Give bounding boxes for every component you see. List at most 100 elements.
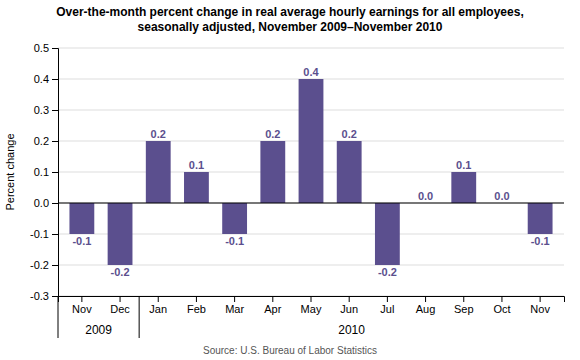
x-tick: Mar bbox=[225, 296, 244, 315]
bar bbox=[528, 203, 553, 234]
bars bbox=[69, 79, 552, 265]
y-tick: 0.4 bbox=[34, 73, 58, 85]
data-label: -0.1 bbox=[531, 235, 550, 247]
x-tick-label: Nov bbox=[530, 303, 550, 315]
y-tick: -0.2 bbox=[30, 259, 58, 271]
y-tick-label: 0.5 bbox=[34, 42, 49, 54]
x-tick: Dec bbox=[110, 296, 130, 315]
x-tick-label: May bbox=[301, 303, 322, 315]
year-label: 2009 bbox=[85, 323, 112, 337]
x-tick-mark bbox=[158, 296, 159, 302]
x-tick-mark bbox=[540, 296, 541, 302]
source: Source: U.S. Bureau of Labor Statistics bbox=[203, 345, 377, 356]
x-tick: Oct bbox=[493, 296, 510, 315]
y-tick-mark bbox=[52, 203, 58, 204]
y-tick-label: 0.4 bbox=[34, 73, 49, 85]
x-tick-mark bbox=[196, 296, 197, 302]
bar bbox=[260, 141, 285, 203]
year-groups: 2009 2010 bbox=[58, 296, 365, 338]
grid-line bbox=[58, 48, 564, 49]
y-axis: -0.3 -0.2 -0.1 0.0 0.1 0.2 0.3 0.4 0.5 bbox=[30, 42, 58, 302]
x-tick-label: Mar bbox=[225, 303, 244, 315]
y-axis-title: Percent change bbox=[4, 133, 16, 210]
y-tick: -0.3 bbox=[30, 290, 58, 302]
data-label: 0.2 bbox=[265, 128, 280, 140]
x-tick: Nov bbox=[530, 296, 550, 315]
bar bbox=[337, 141, 362, 203]
y-tick: 0.1 bbox=[34, 166, 58, 178]
x-tick-label: Jun bbox=[340, 303, 358, 315]
data-label: 0.0 bbox=[418, 190, 433, 202]
y-tick-label: 0.0 bbox=[34, 197, 49, 209]
chart: Over-the-month percent change in real av… bbox=[0, 0, 580, 360]
y-tick: 0.5 bbox=[34, 42, 58, 54]
y-axis-line bbox=[52, 49, 59, 297]
x-tick-label: Jan bbox=[149, 303, 167, 315]
x-tick: Jun bbox=[340, 296, 358, 315]
bar bbox=[108, 203, 133, 265]
x-axis-line bbox=[59, 297, 565, 303]
bar bbox=[184, 172, 209, 203]
x-tick-mark bbox=[272, 296, 273, 302]
x-tick: Sep bbox=[454, 296, 474, 315]
y-tick-mark bbox=[52, 172, 58, 173]
x-tick-label: Feb bbox=[187, 303, 206, 315]
x-tick: Apr bbox=[264, 296, 281, 315]
data-label: 0.4 bbox=[303, 66, 319, 78]
grid-line bbox=[58, 203, 564, 204]
bar bbox=[222, 203, 247, 234]
x-tick: May bbox=[301, 296, 322, 315]
x-tick-mark bbox=[463, 296, 464, 302]
x-tick-mark bbox=[387, 296, 388, 302]
bar bbox=[375, 203, 400, 265]
x-tick-mark bbox=[120, 296, 121, 302]
x-tick-label: Jul bbox=[380, 303, 394, 315]
y-tick-mark bbox=[52, 110, 58, 111]
bar bbox=[451, 172, 476, 203]
x-tick-mark bbox=[425, 296, 426, 302]
y-tick: 0.2 bbox=[34, 135, 58, 147]
plot: -0.3 -0.2 -0.1 0.0 0.1 0.2 0.3 0.4 0.5 Nov Dec Jan F… bbox=[30, 42, 564, 338]
data-label: -0.1 bbox=[72, 235, 91, 247]
zero-line bbox=[58, 203, 564, 204]
group-separator bbox=[139, 296, 140, 338]
x-tick-label: Sep bbox=[454, 303, 474, 315]
y-tick-mark bbox=[52, 296, 58, 297]
data-label: -0.1 bbox=[225, 235, 244, 247]
grid-line bbox=[58, 265, 564, 266]
y-tick-label: 0.1 bbox=[34, 166, 49, 178]
x-axis: Nov Dec Jan Feb Mar Apr May Jun Jul Aug Sep Oct Nov bbox=[59, 296, 565, 315]
x-tick: Nov bbox=[72, 296, 92, 315]
x-tick-label: Dec bbox=[110, 303, 130, 315]
y-tick: -0.1 bbox=[30, 228, 58, 240]
data-label: -0.2 bbox=[111, 266, 130, 278]
y-tick-label: -0.2 bbox=[30, 259, 49, 271]
data-labels: -0.1-0.20.20.1-0.10.20.40.2-0.20.00.10.0… bbox=[72, 66, 549, 278]
year-label: 2010 bbox=[338, 323, 365, 337]
x-tick-label: Apr bbox=[264, 303, 281, 315]
x-tick: Aug bbox=[416, 296, 436, 315]
x-tick: Jan bbox=[149, 296, 167, 315]
data-label: 0.2 bbox=[342, 128, 357, 140]
grid-line bbox=[58, 234, 564, 235]
grid bbox=[58, 48, 564, 296]
x-tick-label: Aug bbox=[416, 303, 436, 315]
data-label: 0.2 bbox=[151, 128, 166, 140]
y-tick-label: -0.3 bbox=[30, 290, 49, 302]
title: Over-the-month percent change in real av… bbox=[56, 5, 523, 34]
y-tick: 0.0 bbox=[34, 197, 58, 209]
x-tick-mark bbox=[349, 296, 350, 302]
group-separator bbox=[58, 296, 59, 338]
x-tick: Feb bbox=[187, 296, 206, 315]
y-tick-mark bbox=[52, 48, 58, 49]
x-tick-mark bbox=[501, 296, 502, 302]
x-tick: Jul bbox=[380, 296, 394, 315]
y-tick-label: 0.3 bbox=[34, 104, 49, 116]
y-tick-mark bbox=[52, 234, 58, 235]
y-tick-label: 0.2 bbox=[34, 135, 49, 147]
y-tick-label: -0.1 bbox=[30, 228, 49, 240]
data-label: 0.0 bbox=[494, 190, 509, 202]
data-label: -0.2 bbox=[378, 266, 397, 278]
x-tick-mark bbox=[311, 296, 312, 302]
y-tick-mark bbox=[52, 265, 58, 266]
